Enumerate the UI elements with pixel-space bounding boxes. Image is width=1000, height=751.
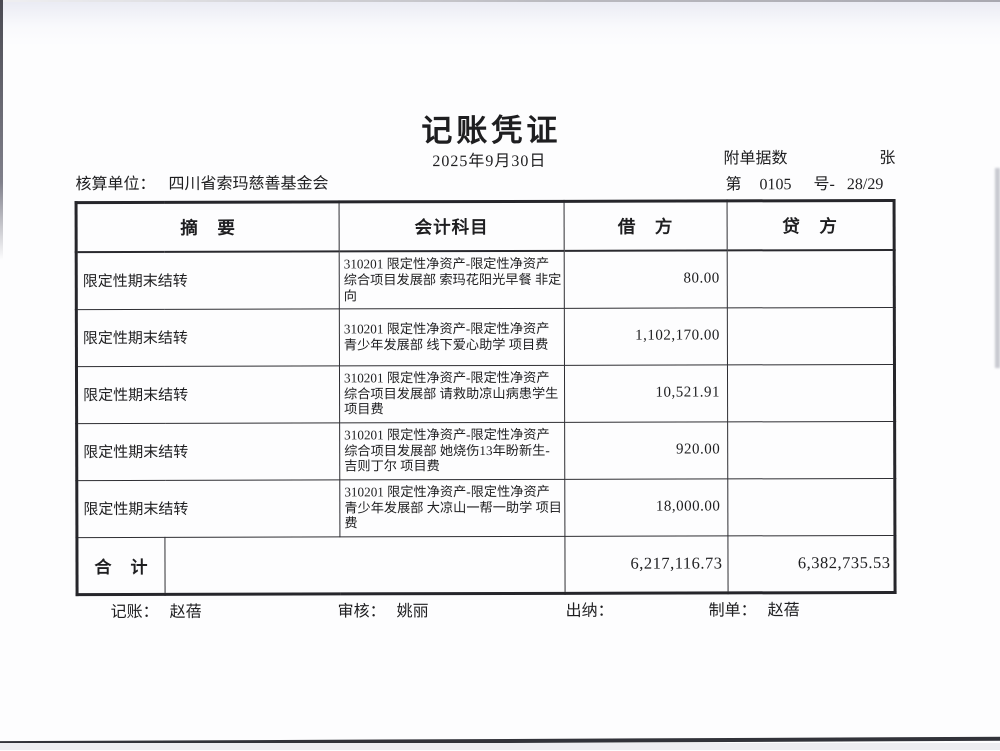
summary-cell: 限定性期末结转 bbox=[77, 479, 340, 537]
debit-cell: 80.00 bbox=[564, 250, 727, 307]
page-indicator: 28/29 bbox=[847, 176, 883, 193]
bookkeeper-name: 赵蓓 bbox=[170, 604, 202, 621]
header-debit: 借 方 bbox=[564, 201, 727, 251]
unit-name: 四川省索玛慈善基金会 bbox=[168, 175, 328, 192]
account-cell: 310201 限定性净资产-限定性净资产 综合项目发展部 请救助凉山病患学生 项… bbox=[339, 365, 564, 423]
unit-label: 核算单位： bbox=[75, 176, 155, 193]
header-summary: 摘 要 bbox=[76, 202, 339, 252]
table-row: 限定性期末结转 310201 限定性净资产-限定性净资产 青少年发展部 线下爱心… bbox=[76, 307, 894, 366]
credit-cell bbox=[727, 307, 894, 364]
account-cell: 310201 限定性净资产-限定性净资产 青少年发展部 大凉山一帮一助学 项目费 bbox=[340, 479, 565, 537]
summary-cell: 限定性期末结转 bbox=[76, 251, 339, 309]
bookkeeper-label: 记账： bbox=[111, 604, 159, 621]
total-row: 合 计 6,217,116.73 6,382,735.53 bbox=[77, 535, 895, 594]
account-cell: 310201 限定性净资产-限定性净资产 综合项目发展部 她烧伤13年盼新生-吉… bbox=[340, 422, 565, 480]
cashier-label: 出纳： bbox=[566, 603, 614, 620]
number-suffix: 号- bbox=[813, 176, 834, 193]
table-row: 限定性期末结转 310201 限定性净资产-限定性净资产 综合项目发展部 她烧伤… bbox=[77, 421, 895, 480]
voucher-number: 0105 bbox=[759, 176, 791, 193]
total-credit: 6,382,735.53 bbox=[728, 535, 895, 592]
number-prefix: 第 bbox=[725, 176, 741, 193]
debit-cell: 10,521.91 bbox=[564, 364, 727, 421]
summary-cell: 限定性期末结转 bbox=[77, 422, 340, 480]
header-credit: 贷 方 bbox=[727, 200, 894, 250]
reviewer-signature: 审核： 姚丽 bbox=[338, 597, 429, 621]
total-debit: 6,217,116.73 bbox=[565, 535, 728, 592]
reviewer-name: 姚丽 bbox=[397, 603, 429, 620]
account-cell: 310201 限定性净资产-限定性净资产 青少年发展部 线下爱心助学 项目费 bbox=[339, 308, 564, 366]
accounting-unit-line: 核算单位： 四川省索玛慈善基金会 bbox=[75, 169, 328, 194]
debit-cell: 18,000.00 bbox=[565, 478, 728, 535]
summary-cell: 限定性期末结转 bbox=[76, 365, 339, 423]
credit-cell bbox=[727, 250, 894, 307]
attachments-line: 附单据数 张 bbox=[723, 144, 895, 168]
voucher-table: 摘 要 会计科目 借 方 贷 方 限定性期末结转 310201 限定性净资产-限… bbox=[75, 199, 897, 596]
total-label: 合 计 bbox=[77, 537, 165, 594]
summary-cell: 限定性期末结转 bbox=[76, 308, 339, 366]
attachments-unit: 张 bbox=[879, 144, 895, 168]
table-row: 限定性期末结转 310201 限定性净资产-限定性净资产 青少年发展部 大凉山一… bbox=[77, 478, 895, 537]
debit-cell: 1,102,170.00 bbox=[564, 307, 727, 364]
credit-cell bbox=[728, 421, 895, 478]
table-row: 限定性期末结转 310201 限定性净资产-限定性净资产 综合项目发展部 请救助… bbox=[76, 364, 894, 423]
credit-cell bbox=[727, 364, 894, 421]
bookkeeper-signature: 记账： 赵蓓 bbox=[111, 598, 202, 622]
debit-cell: 920.00 bbox=[565, 421, 728, 478]
preparer-signature: 制单： 赵蓓 bbox=[709, 596, 800, 620]
reviewer-label: 审核： bbox=[338, 603, 386, 620]
attachments-label: 附单据数 bbox=[723, 144, 787, 168]
cashier-signature: 出纳： bbox=[566, 597, 621, 621]
table-header-row: 摘 要 会计科目 借 方 贷 方 bbox=[76, 200, 894, 252]
account-cell: 310201 限定性净资产-限定性净资产 综合项目发展部 索玛花阳光早餐 非定向 bbox=[339, 251, 564, 309]
preparer-name: 赵蓓 bbox=[768, 602, 800, 619]
header-account: 会计科目 bbox=[339, 201, 564, 251]
table-row: 限定性期末结转 310201 限定性净资产-限定性净资产 综合项目发展部 索玛花… bbox=[76, 250, 894, 309]
total-empty-cell bbox=[165, 536, 565, 594]
voucher-number-line: 第 0105 号- 28/29 bbox=[725, 170, 883, 194]
credit-cell bbox=[728, 478, 895, 535]
signature-row: 记账： 赵蓓 审核： 姚丽 出纳： 制单： 赵蓓 bbox=[1, 596, 1000, 599]
preparer-label: 制单： bbox=[709, 602, 757, 619]
